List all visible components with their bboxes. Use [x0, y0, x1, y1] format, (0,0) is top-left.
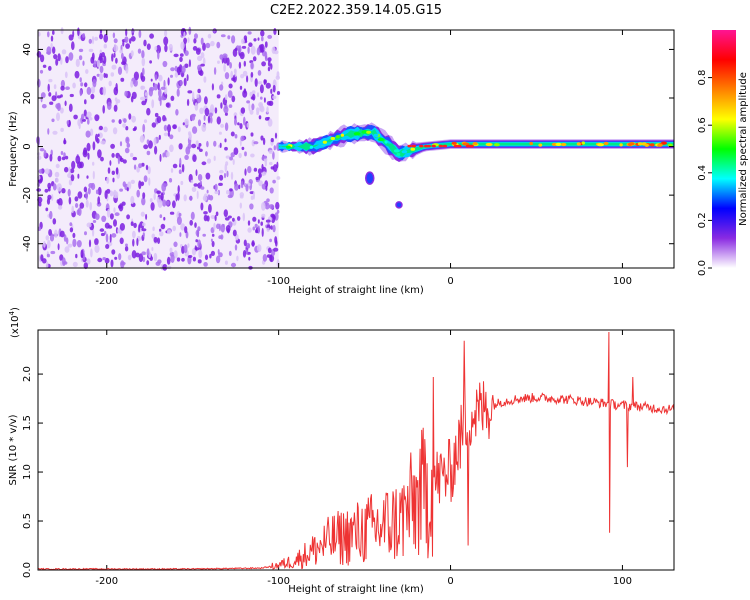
snr-exponent-prefix: (x10	[10, 315, 21, 338]
spectrogram-x-tick-label: 0	[447, 276, 453, 287]
figure-title: C2E2.2022.359.14.05.G15	[270, 3, 442, 18]
colorbar-tick-label: 0.6	[697, 117, 708, 133]
spectrogram-xlabel: Height of straight line (km)	[288, 285, 424, 296]
spectrogram-noise-region	[36, 26, 281, 271]
snr-x-tick-label: -100	[267, 576, 290, 587]
snr-exponent-label: (x104)	[8, 307, 21, 338]
colorbar-tick-label: 0.8	[697, 70, 708, 86]
snr-y-tick-label: 2.0	[22, 366, 33, 382]
snr-x-tick-label: -200	[95, 576, 118, 587]
snr-ylabel: SNR (10 * v/v)	[8, 414, 19, 485]
spectrogram-y-tick-label: -40	[22, 236, 33, 252]
spectrogram-x-tick-label: -200	[95, 276, 118, 287]
spectrogram-x-tick-label: -100	[267, 276, 290, 287]
snr-plot-area	[38, 330, 674, 570]
spectrogram-outlier	[365, 171, 375, 185]
svg-text:(x104): (x104)	[8, 307, 21, 338]
spectrogram-ylabel: Frequency (Hz)	[8, 111, 19, 187]
snr-frame	[37, 329, 675, 571]
snr-x-tick-label: 0	[447, 576, 453, 587]
spectrogram-outlier	[395, 201, 403, 209]
spectrogram-frame	[37, 29, 675, 269]
snr-x-tick-label: 100	[613, 576, 632, 587]
snr-axes: -200 -100 0 100 0.0 0.5 1.0 1.5 2.0	[22, 330, 674, 587]
snr-panel: -200 -100 0 100 0.0 0.5 1.0 1.5 2.0 Height of st…	[8, 307, 675, 595]
snr-xlabel: Height of straight line (km)	[288, 584, 424, 595]
spectrogram-y-tick-label: 20	[22, 92, 33, 105]
snr-y-tick-label: 1.0	[22, 464, 33, 480]
spectrogram-x-tick-label: 100	[613, 276, 632, 287]
colorbar-tick-label: 0.2	[697, 212, 708, 228]
colorbar-tick-label: 0.4	[697, 165, 708, 181]
snr-exponent-suffix: )	[10, 307, 21, 311]
spectrogram-y-tick-label: 0	[22, 143, 33, 149]
snr-y-tick-label: 1.5	[22, 415, 33, 431]
colorbar-label: Normalized spectral amplitude	[738, 72, 749, 226]
snr-y-tick-label: 0.0	[22, 562, 33, 578]
colorbar-ticks: 0.0 0.2 0.4 0.6 0.8	[697, 70, 712, 276]
colorbar-gradient	[712, 30, 736, 268]
snr-exponent-value: 4	[8, 310, 16, 315]
spectrogram-y-tick-label: 40	[22, 43, 33, 56]
spectrogram-signal-band	[278, 122, 674, 209]
snr-y-tick-label: 0.5	[22, 513, 33, 529]
colorbar-tick-label: 0.0	[697, 260, 708, 276]
spectrogram-y-tick-label: -20	[22, 187, 33, 203]
colorbar: 0.0 0.2 0.4 0.6 0.8 Normalized spectral ampl…	[697, 30, 749, 276]
